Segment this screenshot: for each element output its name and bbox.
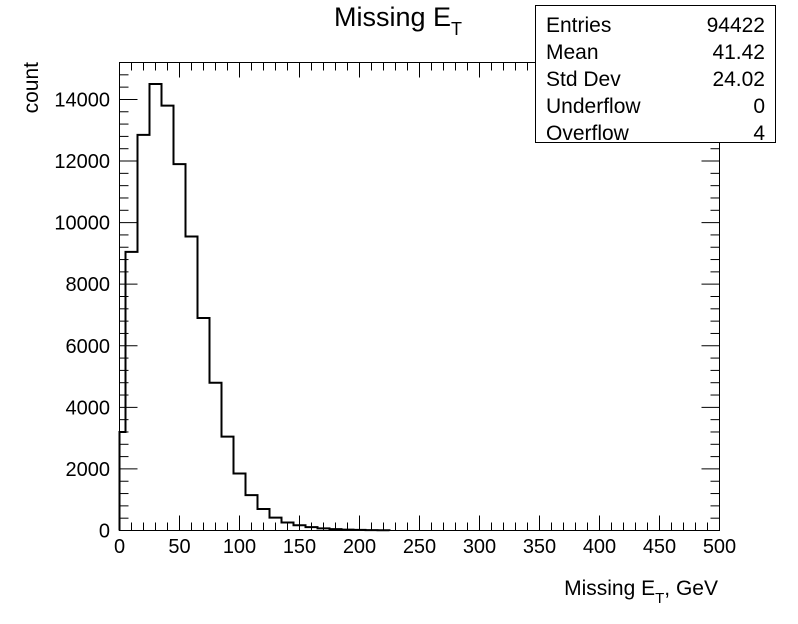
histogram-bin (150, 84, 162, 530)
histogram-bin (174, 164, 186, 530)
chart-title-main: Missing E (334, 2, 451, 32)
x-tick-label: 0 (114, 536, 125, 558)
histogram-bin (342, 530, 354, 531)
y-tick-label: 10000 (54, 213, 110, 235)
x-axis-label-main: Missing E (564, 577, 655, 600)
x-tick-label: 50 (168, 536, 190, 558)
histogram-bins (120, 84, 390, 530)
x-axis-label-suffix: , GeV (664, 577, 718, 600)
y-tick-label: 8000 (66, 274, 111, 296)
histogram-bin (126, 252, 138, 531)
histogram-bin (222, 437, 234, 531)
y-tick-label: 0 (99, 521, 110, 543)
x-tick-label: 350 (523, 536, 556, 558)
stats-box: Entries 94422 Mean 41.42 Std Dev 24.02 U… (535, 5, 776, 145)
histogram-bin (306, 527, 318, 530)
histogram-bin (210, 383, 222, 531)
y-axis-label: count (20, 62, 43, 114)
stats-row-underflow: Underflow 0 (546, 94, 765, 120)
y-tick-label: 2000 (66, 459, 111, 481)
chart-title: Missing ET (334, 2, 462, 39)
x-tick-label: 300 (463, 536, 496, 558)
stats-value: 0 (753, 95, 765, 118)
stats-row-std-dev: Std Dev 24.02 (546, 67, 765, 93)
histogram-bin (270, 518, 282, 531)
stats-row-entries: Entries 94422 (546, 13, 765, 39)
histogram-bin (120, 432, 126, 531)
x-tick-label: 250 (403, 536, 436, 558)
histogram-bin (294, 525, 306, 530)
histogram-bin (186, 236, 198, 530)
stats-label: Std Dev (546, 68, 621, 91)
histogram-bin (330, 529, 342, 530)
stats-row-overflow: Overflow 4 (546, 121, 765, 147)
histogram-bin (162, 106, 174, 531)
histogram-bin (234, 474, 246, 531)
y-tick-label: 14000 (54, 89, 110, 111)
chart-title-subscript: T (451, 19, 462, 39)
histogram-bin (198, 318, 210, 530)
histogram-bin (138, 135, 150, 531)
histogram-bin (354, 530, 366, 531)
x-tick-label: 500 (703, 536, 736, 558)
stats-label: Underflow (546, 95, 641, 118)
histogram-bin (318, 528, 330, 530)
stats-label: Mean (546, 41, 599, 64)
stats-row-mean: Mean 41.42 (546, 40, 765, 66)
histogram-bin (282, 522, 294, 530)
y-tick-label: 6000 (66, 336, 111, 358)
x-axis-label: Missing ET, GeV (564, 577, 718, 607)
x-tick-label: 400 (583, 536, 616, 558)
x-tick-label: 100 (223, 536, 256, 558)
histogram-outline (118, 83, 391, 532)
y-tick-label: 12000 (54, 151, 110, 173)
stats-label: Entries (546, 14, 612, 37)
y-axis: 0 2000 4000 6000 8000 10000 12000 14000 (54, 62, 720, 543)
y-tick-label: 4000 (66, 397, 111, 419)
stats-value: 41.42 (712, 41, 765, 64)
stats-value: 24.02 (712, 68, 765, 91)
histogram-bin (246, 495, 258, 530)
stats-value: 4 (753, 122, 765, 145)
x-tick-label: 200 (343, 536, 376, 558)
histogram-bin (258, 509, 270, 531)
stats-label: Overflow (546, 122, 629, 145)
stats-value: 94422 (706, 14, 765, 37)
x-axis-label-subscript: T (655, 590, 664, 607)
x-tick-label: 450 (643, 536, 676, 558)
x-tick-label: 150 (283, 536, 316, 558)
